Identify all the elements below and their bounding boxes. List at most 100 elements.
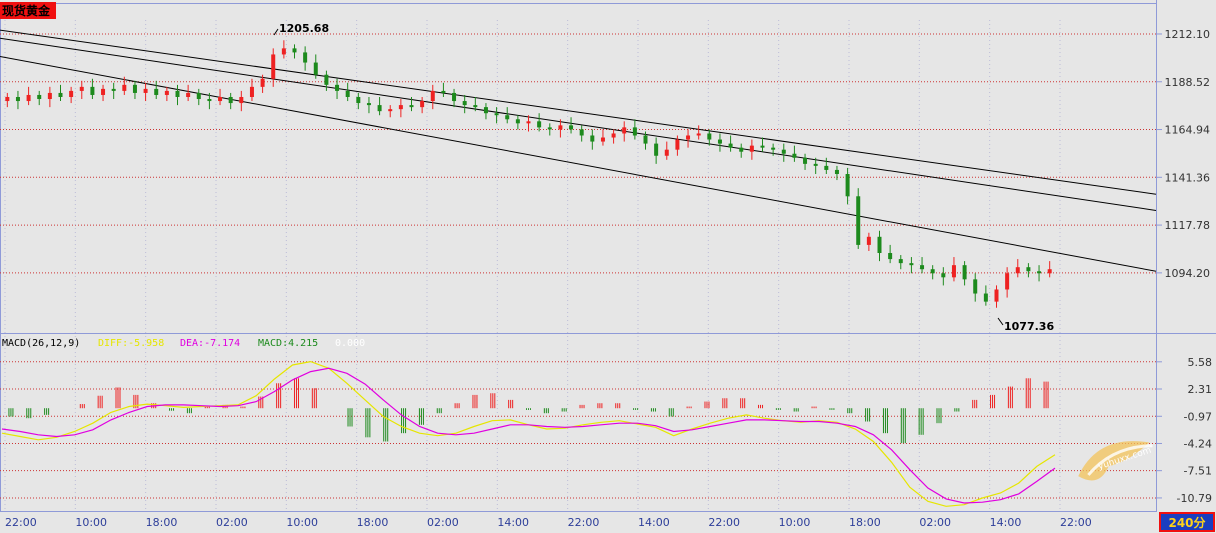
macd-tick-label: -4.24 <box>1184 437 1212 450</box>
time-tick-label: 22:00 <box>1060 516 1092 529</box>
high-label: 1205.68 <box>279 22 329 35</box>
candle-up <box>47 92 52 100</box>
candle-up <box>600 137 605 142</box>
candle-up <box>101 88 106 95</box>
candle-up <box>558 125 563 130</box>
price-tick-label: 1141.36 <box>1165 171 1211 184</box>
candle-down <box>409 105 414 108</box>
candle-up <box>122 84 127 91</box>
candle-up <box>866 236 871 245</box>
candle-down <box>303 52 308 63</box>
candle-up <box>69 90 74 97</box>
candle-up <box>249 86 254 97</box>
macd-lines <box>1 360 1056 507</box>
macd-axis: 5.58 2.31 -0.97 -4.24 -7.51 -10.79 <box>1156 356 1212 505</box>
time-tick-label: 10:00 <box>286 516 318 529</box>
candle-down <box>132 84 137 93</box>
candle-down <box>888 253 893 260</box>
candle-down <box>920 265 925 270</box>
candle-up <box>260 78 265 87</box>
candle-down <box>803 157 808 164</box>
candle-up <box>430 90 435 102</box>
candle-down <box>356 96 361 104</box>
channel-line <box>0 29 1157 195</box>
candle-down <box>377 105 382 112</box>
candle-up <box>239 96 244 104</box>
price-axis: 1212.10 1188.52 1164.94 1141.36 1117.78 1094.… <box>1156 28 1210 280</box>
candle-down <box>58 92 63 97</box>
candle-down <box>962 265 967 280</box>
price-tick-label: 1117.78 <box>1165 219 1211 232</box>
time-tick-label: 22:00 <box>568 516 600 529</box>
period-label[interactable]: 240分 <box>1168 515 1205 530</box>
time-tick-label: 18:00 <box>849 516 881 529</box>
candle-up <box>749 145 754 152</box>
candle-up <box>994 289 999 302</box>
time-tick-label: 22:00 <box>5 516 37 529</box>
macd-tick-label: -7.51 <box>1184 465 1212 478</box>
period-badge[interactable] <box>1159 512 1215 532</box>
candle-down <box>983 293 988 302</box>
candle-down <box>483 107 488 114</box>
candle-down <box>909 263 914 266</box>
macd-dif-value: DIFF:-5.958 <box>98 338 164 349</box>
candle-down <box>590 135 595 142</box>
macd-histogram <box>8 378 1049 444</box>
candle-down <box>579 129 584 136</box>
candle-down <box>877 236 882 254</box>
candle-down <box>781 149 786 154</box>
high-marker <box>273 28 279 36</box>
candle-down <box>930 269 935 274</box>
dea-line <box>1 367 1056 504</box>
candle-down <box>335 84 340 91</box>
candle-up <box>271 54 276 79</box>
channel-line <box>0 55 1157 272</box>
candle-down <box>547 127 552 130</box>
candle-down <box>707 133 712 140</box>
candlestick-series <box>5 40 1052 308</box>
candle-down <box>569 125 574 130</box>
candle-down <box>898 259 903 264</box>
channel-line <box>0 37 1157 211</box>
time-tick-label: 02:00 <box>216 516 248 529</box>
candle-down <box>452 92 457 102</box>
candle-down <box>366 103 371 106</box>
candle-down <box>792 153 797 158</box>
candle-down <box>760 145 765 148</box>
macd-tick-label: 2.31 <box>1188 383 1213 396</box>
chart-title: 现货黄金 <box>2 3 51 18</box>
price-tick-label: 1094.20 <box>1165 267 1211 280</box>
time-tick-label: 18:00 <box>146 516 178 529</box>
candle-up <box>398 105 403 110</box>
candle-up <box>951 265 956 278</box>
candle-up <box>143 88 148 93</box>
candle-down <box>90 86 95 95</box>
macd-tick-label: -0.97 <box>1184 410 1212 423</box>
time-tick-label: 02:00 <box>427 516 459 529</box>
candle-up <box>611 133 616 138</box>
price-tick-label: 1188.52 <box>1165 76 1211 89</box>
candle-down <box>154 88 159 95</box>
candle-down <box>856 196 861 245</box>
candle-down <box>15 96 20 102</box>
candle-down <box>739 147 744 152</box>
candle-up <box>420 101 425 108</box>
candle-down <box>728 143 733 148</box>
macd-hist-value: MACD:4.215 <box>258 338 318 349</box>
candle-down <box>462 101 467 106</box>
candle-down <box>175 90 180 97</box>
candle-down <box>654 143 659 156</box>
candle-down <box>345 90 350 97</box>
time-tick-label: 10:00 <box>75 516 107 529</box>
title-badge <box>0 2 56 19</box>
candle-down <box>228 96 233 104</box>
candle-down <box>505 115 510 120</box>
grid-lines <box>0 20 1156 512</box>
candle-up <box>5 96 10 102</box>
price-tick-label: 1164.94 <box>1165 124 1211 137</box>
candle-down <box>834 169 839 174</box>
candle-up <box>26 94 31 102</box>
time-tick-label: 14:00 <box>990 516 1022 529</box>
candle-down <box>111 88 116 91</box>
